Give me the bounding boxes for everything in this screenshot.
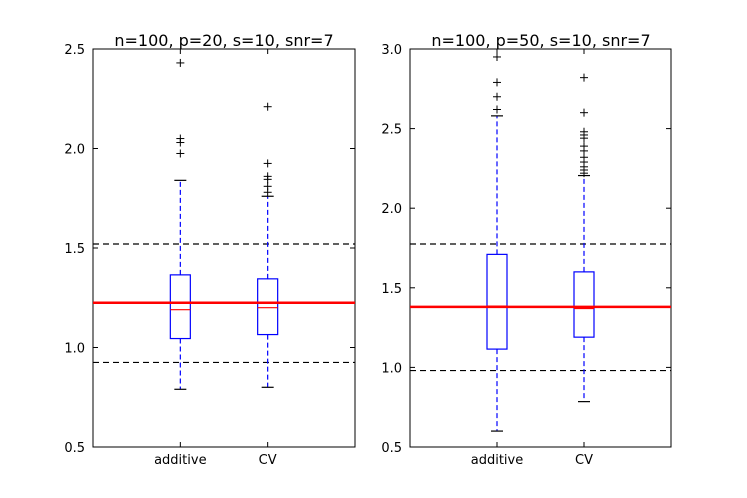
outlier-marker xyxy=(263,102,272,111)
y-tick-label: 2.0 xyxy=(64,143,85,158)
outlier-marker xyxy=(493,92,501,101)
outlier-marker xyxy=(176,58,185,67)
outlier-marker xyxy=(580,73,588,82)
outlier-marker xyxy=(580,127,588,136)
outlier-marker xyxy=(263,172,272,181)
outlier-marker xyxy=(493,105,501,114)
y-tick-label: 0.5 xyxy=(381,441,402,456)
box-iqr xyxy=(486,253,508,350)
y-tick-label: 1.0 xyxy=(381,361,402,376)
outlier-marker xyxy=(580,142,588,151)
y-tick-label: 3.0 xyxy=(381,43,402,58)
outlier-marker xyxy=(580,108,588,117)
left-panel: n=100, p=20, s=10, snr=7 0.5 1.0 1.5 2.0 2.5… xyxy=(64,31,356,468)
x-category-label: CV xyxy=(259,453,277,468)
outlier-marker xyxy=(263,159,272,168)
y-tick-label: 2.5 xyxy=(64,43,85,58)
outlier-marker xyxy=(493,78,501,87)
box-iqr xyxy=(257,278,279,336)
y-tick-label: 1.5 xyxy=(381,282,402,297)
outlier-marker xyxy=(176,149,185,158)
right-panel: n=100, p=50, s=10, snr=7 0.5 1.0 1.5 2.0 2.5… xyxy=(381,31,672,468)
x-category-label: additive xyxy=(471,453,523,468)
left-chart-title: n=100, p=20, s=10, snr=7 xyxy=(114,31,333,50)
y-tick-label: 2.0 xyxy=(381,202,402,217)
box-iqr xyxy=(169,274,191,340)
outlier-marker xyxy=(176,134,185,143)
y-tick-label: 1.0 xyxy=(64,342,85,357)
outlier-marker xyxy=(493,52,501,61)
y-tick-label: 1.5 xyxy=(64,242,85,257)
y-tick-label: 0.5 xyxy=(64,441,85,456)
left-plot-frame xyxy=(92,48,356,448)
outlier-marker xyxy=(263,182,272,191)
x-category-label: CV xyxy=(575,453,593,468)
right-plot-frame xyxy=(409,48,672,448)
box-iqr xyxy=(573,271,595,338)
right-chart-title: n=100, p=50, s=10, snr=7 xyxy=(431,31,650,50)
y-tick-label: 2.5 xyxy=(381,123,402,138)
x-category-label: additive xyxy=(154,453,206,468)
